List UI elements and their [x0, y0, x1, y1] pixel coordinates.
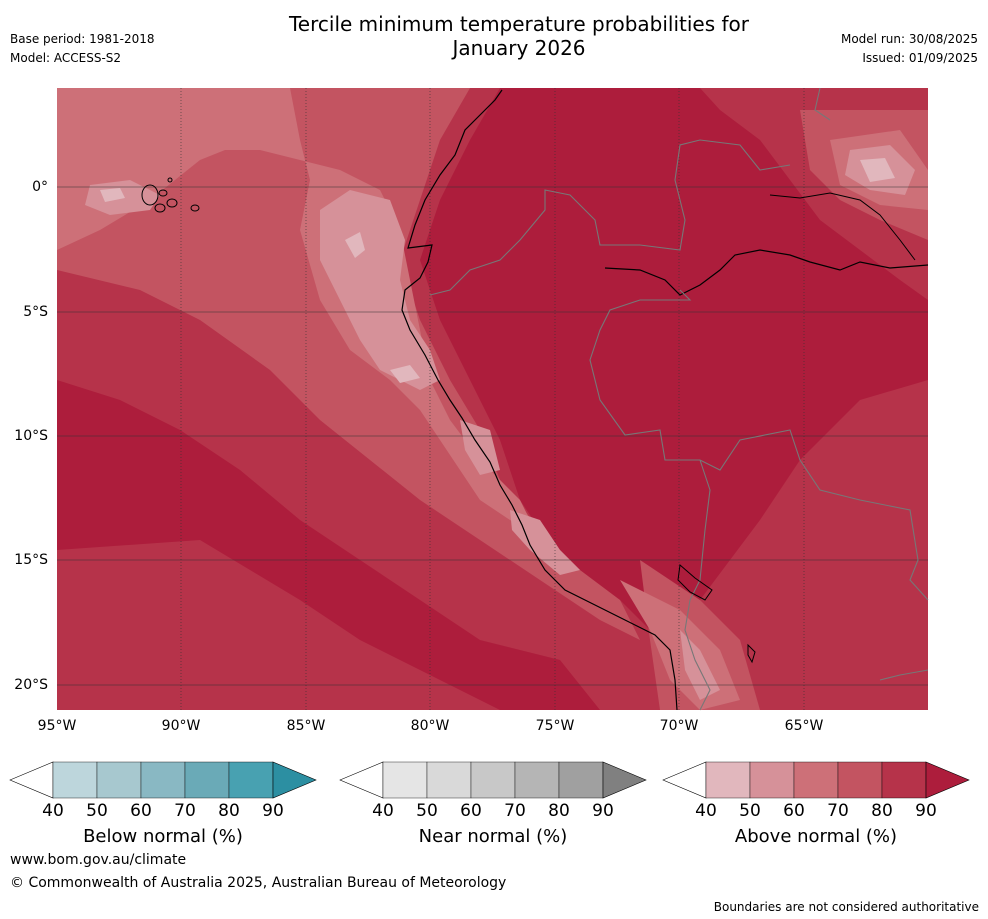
above-normal-40-spot-galapagos	[100, 188, 125, 202]
below-tick-40: 40	[42, 801, 64, 821]
above-tick-90: 90	[915, 801, 937, 821]
lon-label-70w: 70°W	[659, 718, 699, 734]
above-tick-60: 60	[783, 801, 805, 821]
colorbar-above-normal	[662, 761, 970, 799]
near-tick-60: 60	[460, 801, 482, 821]
colorbar-above-60	[793, 761, 839, 799]
lat-label-10s: 10°S	[14, 428, 48, 444]
lon-label-95w: 95°W	[37, 718, 77, 734]
map-title: Tercile minimum temperature probabilitie…	[0, 12, 988, 60]
above-normal-80-region-se	[700, 380, 928, 710]
gridlines	[57, 88, 928, 710]
map-title-line1: Tercile minimum temperature probabilitie…	[288, 12, 750, 36]
above-normal-50-region-coast-south	[510, 510, 580, 575]
above-tick-40: 40	[695, 801, 717, 821]
near-tick-50: 50	[416, 801, 438, 821]
colorbar-below-normal	[9, 761, 317, 799]
national-borders	[429, 87, 929, 711]
lon-label-75w: 75°W	[535, 718, 575, 734]
below-tick-50: 50	[86, 801, 108, 821]
colorbar-above-80	[881, 761, 927, 799]
colorbar-near-over	[602, 761, 647, 799]
colorbar-above-under	[662, 761, 707, 799]
colorbar-near-60	[470, 761, 516, 799]
above-tick-50: 50	[739, 801, 761, 821]
lon-label-65w: 65°W	[784, 718, 824, 734]
boundaries-disclaimer: Boundaries are not considered authoritat…	[713, 900, 979, 914]
below-tick-90: 90	[262, 801, 284, 821]
above-tick-80: 80	[871, 801, 893, 821]
colorbar-above-over	[925, 761, 970, 799]
above-normal-50-region-altiplano	[680, 630, 720, 700]
model-label: Model: ACCESS-S2	[10, 51, 122, 65]
colorbar-below-70	[184, 761, 230, 799]
galapagos-islands	[141, 177, 200, 213]
colorbar-below-60	[140, 761, 186, 799]
colorbar-near-40	[382, 761, 428, 799]
above-normal-40-spot-ne	[860, 158, 895, 182]
near-tick-40: 40	[372, 801, 394, 821]
lat-label-15s: 15°S	[14, 552, 48, 568]
above-normal-title: Above normal (%)	[734, 826, 898, 847]
colorbar-above-40	[705, 761, 751, 799]
colorbar-below-under	[9, 761, 54, 799]
colorbar-near-80	[558, 761, 604, 799]
lake-titicaca	[677, 564, 713, 601]
above-normal-40-spot	[345, 232, 365, 258]
colorbar-near-normal	[339, 761, 647, 799]
map-panel	[57, 87, 929, 711]
base-period-label: Base period: 1981-2018	[10, 32, 155, 46]
map-title-line2: January 2026	[452, 36, 586, 60]
model-run-label: Model run: 30/08/2025	[840, 32, 978, 46]
colorbar-below-over	[272, 761, 317, 799]
below-normal-title: Below normal (%)	[83, 826, 243, 847]
coastline	[401, 89, 678, 711]
above-normal-80-region-sw	[57, 540, 500, 710]
colorbar-near-under	[339, 761, 384, 799]
lon-label-80w: 80°W	[410, 718, 450, 734]
lat-label-20s: 20°S	[14, 677, 48, 693]
issued-label: Issued: 01/09/2025	[862, 51, 978, 65]
below-tick-60: 60	[130, 801, 152, 821]
lat-label-5s: 5°S	[23, 304, 48, 320]
colorbar-below-50	[96, 761, 142, 799]
bom-link[interactable]: www.bom.gov.au/climate	[10, 852, 187, 868]
colorbar-below-40	[52, 761, 98, 799]
lake-poopo	[747, 643, 756, 664]
copyright-notice: © Commonwealth of Australia 2025, Austra…	[10, 875, 507, 891]
colorbar-above-50	[749, 761, 795, 799]
amazon-river	[604, 249, 929, 296]
above-normal-40-spot-peru	[390, 365, 420, 383]
river-negro	[769, 192, 916, 261]
near-normal-title: Near normal (%)	[418, 826, 568, 847]
lat-label-0: 0°	[32, 179, 48, 195]
below-tick-80: 80	[218, 801, 240, 821]
colorbar-above-70	[837, 761, 883, 799]
colorbar-below-80	[228, 761, 274, 799]
lon-label-85w: 85°W	[286, 718, 326, 734]
near-tick-90: 90	[592, 801, 614, 821]
below-tick-70: 70	[174, 801, 196, 821]
near-tick-80: 80	[548, 801, 570, 821]
colorbar-near-50	[426, 761, 472, 799]
above-tick-70: 70	[827, 801, 849, 821]
colorbar-near-70	[514, 761, 560, 799]
near-tick-70: 70	[504, 801, 526, 821]
lon-label-90w: 90°W	[161, 718, 201, 734]
